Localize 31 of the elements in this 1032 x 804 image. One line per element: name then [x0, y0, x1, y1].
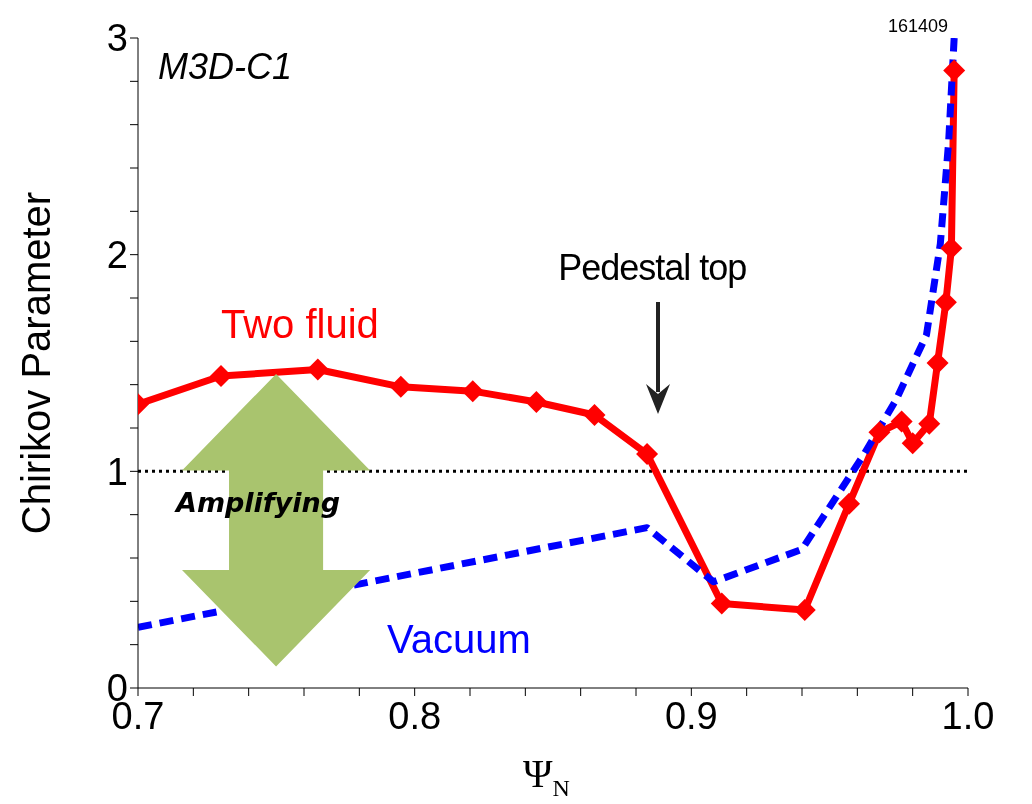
- point: [901, 432, 924, 455]
- point: [525, 391, 548, 413]
- point: [389, 375, 412, 398]
- point: [793, 599, 816, 621]
- y-tick-label: 2: [106, 234, 128, 277]
- point: [940, 237, 963, 260]
- point: [868, 421, 891, 444]
- point: [710, 592, 733, 615]
- series-label: Two fluid: [221, 302, 379, 348]
- y-tick-label: 1: [106, 450, 128, 493]
- point: [926, 352, 949, 374]
- annotation: Pedestal top: [558, 247, 747, 289]
- x-axis-title: Ψ$_{N}$: [523, 751, 570, 801]
- point: [636, 443, 659, 465]
- point: [890, 410, 913, 433]
- x-tick-label: 0.9: [664, 694, 718, 737]
- point: [583, 404, 606, 426]
- point: [918, 412, 941, 435]
- point: [306, 358, 329, 381]
- y-axis-title: Chirikov Parameter: [13, 191, 59, 535]
- point: [210, 365, 232, 387]
- annotation: M3D-C1: [158, 46, 293, 87]
- point: [934, 291, 957, 314]
- x-tick-label: 0.8: [388, 694, 442, 737]
- point: [943, 59, 966, 82]
- point: [461, 380, 484, 403]
- point: [838, 492, 861, 515]
- text: 161409: [888, 16, 949, 36]
- series-label: Vacuum: [387, 616, 531, 662]
- y-tick-label: 3: [106, 17, 128, 60]
- x-tick-label: 1.0: [941, 694, 995, 737]
